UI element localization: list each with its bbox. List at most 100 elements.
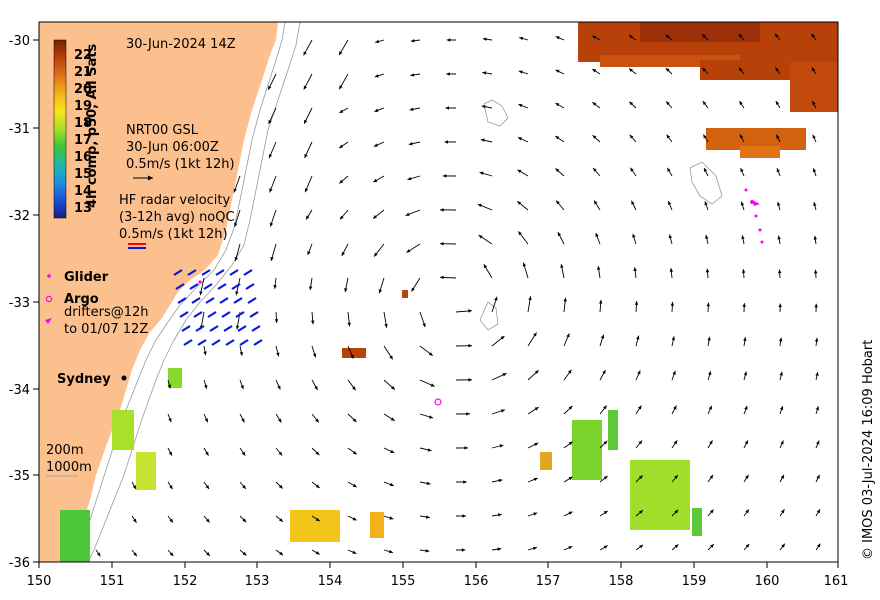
velocity-arrow-head xyxy=(594,200,598,205)
hf-radar-vector xyxy=(237,325,247,332)
velocity-arrow-head xyxy=(303,85,308,90)
velocity-arrow-head xyxy=(629,134,634,139)
hf-radar-vector xyxy=(243,269,253,276)
velocity-arrow-head xyxy=(468,309,472,313)
velocity-arrow-head xyxy=(279,518,283,522)
hf-radar-vector xyxy=(193,311,203,318)
velocity-arrow-head xyxy=(811,33,815,38)
velocity-arrow-head xyxy=(741,235,745,240)
velocity-arrow-head xyxy=(304,119,308,124)
velocity-arrow-head xyxy=(315,517,320,522)
x-tick-label: 152 xyxy=(173,574,198,589)
hf-radar-vector xyxy=(217,283,227,290)
velocity-arrow-head xyxy=(672,370,676,375)
velocity-arrow-head xyxy=(568,546,573,550)
sst-warm-patch xyxy=(578,22,838,158)
velocity-arrow-head xyxy=(739,134,744,139)
sydney-marker xyxy=(121,375,127,381)
velocity-arrow-head xyxy=(405,212,410,216)
velocity-arrow-head xyxy=(169,518,173,523)
hf-radar-vector xyxy=(249,311,259,318)
velocity-arrow-head xyxy=(373,143,378,147)
velocity-arrow-head xyxy=(390,385,395,390)
velocity-arrow-head xyxy=(96,552,101,557)
velocity-arrow-head xyxy=(384,323,388,328)
seamount-contour xyxy=(483,99,509,127)
velocity-arrow-head xyxy=(708,405,712,410)
hf-radar-vector xyxy=(203,283,213,290)
isobath-label-200m: 200m xyxy=(46,443,83,458)
velocity-arrow-head xyxy=(778,337,783,342)
velocity-arrow-head xyxy=(168,451,172,456)
velocity-arrow-head xyxy=(481,104,486,109)
velocity-arrow-head xyxy=(339,144,344,148)
velocity-arrow-head xyxy=(518,70,523,74)
velocity-arrow-head xyxy=(555,135,560,140)
velocity-arrow-head xyxy=(744,440,748,445)
velocity-arrow-head xyxy=(532,546,537,551)
drifter-track xyxy=(744,188,764,244)
velocity-arrow-head xyxy=(339,51,343,56)
velocity-arrow-head xyxy=(744,405,748,410)
velocity-arrow-head xyxy=(276,352,280,357)
velocity-arrow-head xyxy=(812,168,817,173)
velocity-arrow-head xyxy=(426,481,431,486)
velocity-arrow-head xyxy=(702,34,706,39)
velocity-arrow-head xyxy=(780,440,784,445)
velocity-arrow-head xyxy=(702,101,707,106)
velocity-arrow-head xyxy=(592,102,597,106)
hf-radar-vector xyxy=(229,269,239,276)
velocity-arrow-head xyxy=(706,302,711,307)
hf-radar-vector xyxy=(245,283,255,290)
velocity-arrow-head xyxy=(167,384,172,389)
velocity-arrow-head xyxy=(815,406,820,411)
hf-radar-vector xyxy=(187,269,197,276)
x-tick-label: 155 xyxy=(391,574,416,589)
velocity-arrow-head xyxy=(440,208,444,212)
velocity-arrow-head xyxy=(634,301,639,305)
velocity-arrow-head xyxy=(519,36,524,41)
velocity-arrow-head xyxy=(408,142,413,146)
hf-radar-vector xyxy=(221,311,231,318)
colorbar: 22 21 20 19 18 17 16 15 14 13 4h comp, p… xyxy=(53,39,100,219)
velocity-arrow-head xyxy=(409,107,414,111)
velocity-arrow-head xyxy=(629,101,634,106)
velocity-arrow-head xyxy=(339,179,344,184)
velocity-arrow-head xyxy=(638,475,643,480)
velocity-arrow-head xyxy=(308,286,313,291)
velocity-arrow-head xyxy=(242,551,247,556)
velocity-arrow-head xyxy=(241,418,245,423)
y-axis: -30 -31 -32 -33 -34 -35 -36 xyxy=(9,34,39,571)
velocity-arrow-head xyxy=(479,171,484,175)
velocity-arrow-head xyxy=(444,140,448,144)
velocity-arrow-head xyxy=(781,543,785,548)
velocity-arrow-head xyxy=(315,551,320,555)
velocity-arrow-head xyxy=(813,202,817,206)
velocity-arrow-head xyxy=(636,335,640,340)
colorbar-tick: 20 xyxy=(74,82,92,97)
velocity-arrow-head xyxy=(639,544,644,549)
velocity-arrow-head xyxy=(533,332,537,337)
velocity-arrow-head xyxy=(133,552,137,557)
hf-radar-vector xyxy=(223,325,233,332)
velocity-arrow-head xyxy=(206,552,210,556)
velocity-arrow-head xyxy=(425,549,430,553)
velocity-arrow-head xyxy=(595,233,599,238)
hf-radar-vector xyxy=(239,339,249,346)
velocity-arrow-head xyxy=(497,547,502,551)
velocity-arrow-head xyxy=(344,288,348,293)
velocity-arrow-head xyxy=(407,176,412,181)
velocity-arrow-head xyxy=(522,262,527,267)
velocity-arrow-head xyxy=(269,188,273,193)
velocity-arrow-head xyxy=(667,167,671,172)
velocity-arrow-head xyxy=(738,34,743,38)
hf-radar-scale-arrow xyxy=(128,243,146,249)
velocity-arrow-head xyxy=(674,544,679,549)
isobath-200m xyxy=(69,22,286,562)
velocity-arrow-head xyxy=(705,234,709,239)
velocity-arrow-head xyxy=(314,385,318,390)
hf-radar-vector xyxy=(219,297,229,304)
hf-radar-vector xyxy=(235,311,245,318)
velocity-arrow-head xyxy=(278,418,282,423)
velocity-arrow-head xyxy=(555,36,560,40)
